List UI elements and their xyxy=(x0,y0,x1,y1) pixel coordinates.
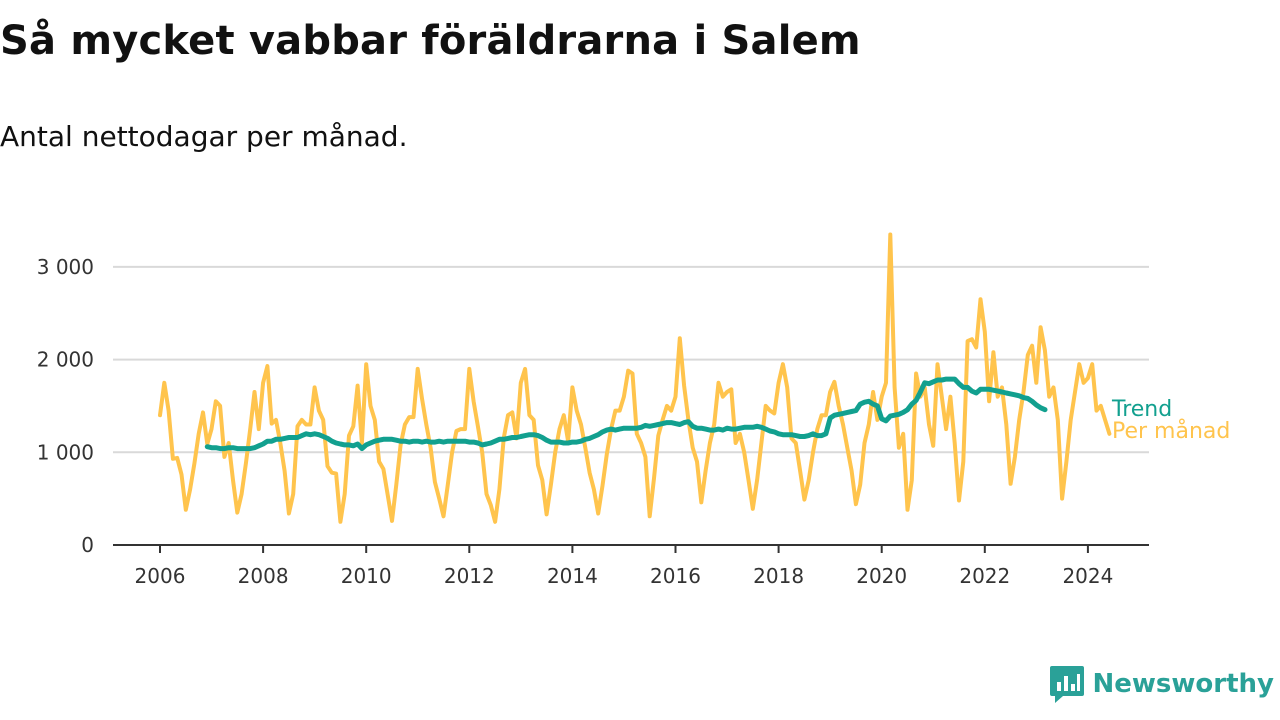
x-tick-label: 2018 xyxy=(753,564,804,588)
monthly-series-line xyxy=(158,232,1112,524)
x-tick-label: 2012 xyxy=(444,564,495,588)
newsworthy-logo-icon xyxy=(1049,666,1084,703)
chart-title: Så mycket vabbar föräldrarna i Salem xyxy=(0,18,861,64)
x-tick-label: 2022 xyxy=(959,564,1010,588)
x-tick-label: 2010 xyxy=(341,564,392,588)
x-tick-label: 2006 xyxy=(135,564,186,588)
x-tick-label: 2008 xyxy=(238,564,289,588)
x-tick-label: 2016 xyxy=(650,564,701,588)
chart-subtitle: Antal nettodagar per månad. xyxy=(0,120,408,153)
brand-logo: Newsworthy xyxy=(1049,664,1274,704)
brand-name: Newsworthy xyxy=(1092,669,1274,699)
axes: 0 1 000 2 000 3 000 2006 2008 2010 2012 2014 2016… xyxy=(37,255,1149,588)
y-tick-label: 3 000 xyxy=(37,255,94,279)
gridlines xyxy=(113,265,1149,454)
series-lines xyxy=(158,232,1112,524)
trend-series-line xyxy=(204,376,1048,452)
trend-series-label: Trend xyxy=(1111,397,1172,422)
monthly-series-label: Per månad xyxy=(1112,418,1230,444)
y-tick-label: 1 000 xyxy=(37,440,94,464)
x-tick-label: 2024 xyxy=(1062,564,1113,588)
x-tick-label: 2020 xyxy=(856,564,907,588)
y-tick-label: 0 xyxy=(81,533,94,557)
x-tick-label: 2014 xyxy=(547,564,598,588)
y-tick-label: 2 000 xyxy=(37,348,94,372)
